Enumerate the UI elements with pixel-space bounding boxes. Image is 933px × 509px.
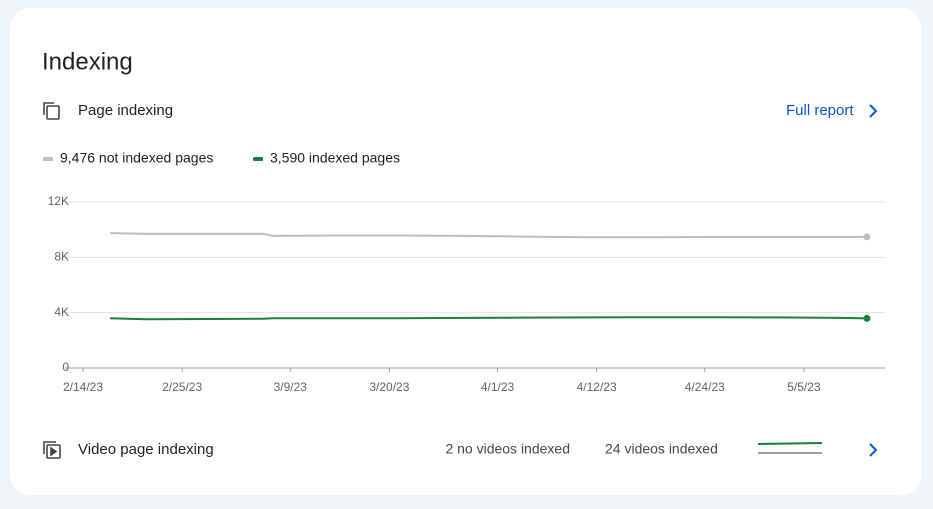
legend-label: 3,590 indexed pages	[270, 150, 400, 166]
y-tick-label: 4K	[54, 305, 69, 319]
full-report-link[interactable]: Full report	[786, 102, 854, 119]
copy-icon	[43, 102, 60, 120]
video-icon	[43, 441, 61, 459]
end-point	[863, 314, 871, 322]
y-tick-label: 12K	[48, 194, 69, 208]
x-tick-label: 4/24/23	[685, 380, 725, 394]
x-tick-label: 3/9/23	[274, 380, 308, 394]
chevron[interactable]	[869, 443, 878, 457]
section-label: Page indexing	[78, 102, 173, 119]
x-tick-label: 5/5/23	[787, 380, 821, 394]
x-tick-label: 4/12/23	[577, 380, 617, 394]
y-tick-label: 8K	[54, 250, 69, 264]
chevron[interactable]	[869, 104, 878, 118]
card	[10, 8, 921, 495]
x-tick-label: 3/20/23	[369, 380, 409, 394]
card-title: Indexing	[42, 48, 133, 75]
x-tick-label: 2/25/23	[162, 380, 202, 394]
series-line	[110, 232, 867, 239]
legend-swatch	[43, 157, 53, 161]
series-line	[110, 316, 867, 321]
legend-label: 9,476 not indexed pages	[60, 150, 213, 166]
video-indexed: 24 videos indexed	[605, 441, 718, 457]
end-point	[863, 233, 871, 241]
x-tick-label: 2/14/23	[63, 380, 103, 394]
video-label: Video page indexing	[78, 441, 214, 458]
y-tick-label: 0	[62, 360, 69, 374]
video-not-indexed: 2 no videos indexed	[445, 441, 570, 457]
sparkline-green	[757, 442, 823, 445]
x-tick-label: 4/1/23	[481, 380, 515, 394]
chart: 0 4K 8K 12K 2/14/23 2/25/23 3/9/23 3/20/23 4/1/2…	[43, 150, 885, 394]
legend-swatch	[253, 157, 263, 161]
